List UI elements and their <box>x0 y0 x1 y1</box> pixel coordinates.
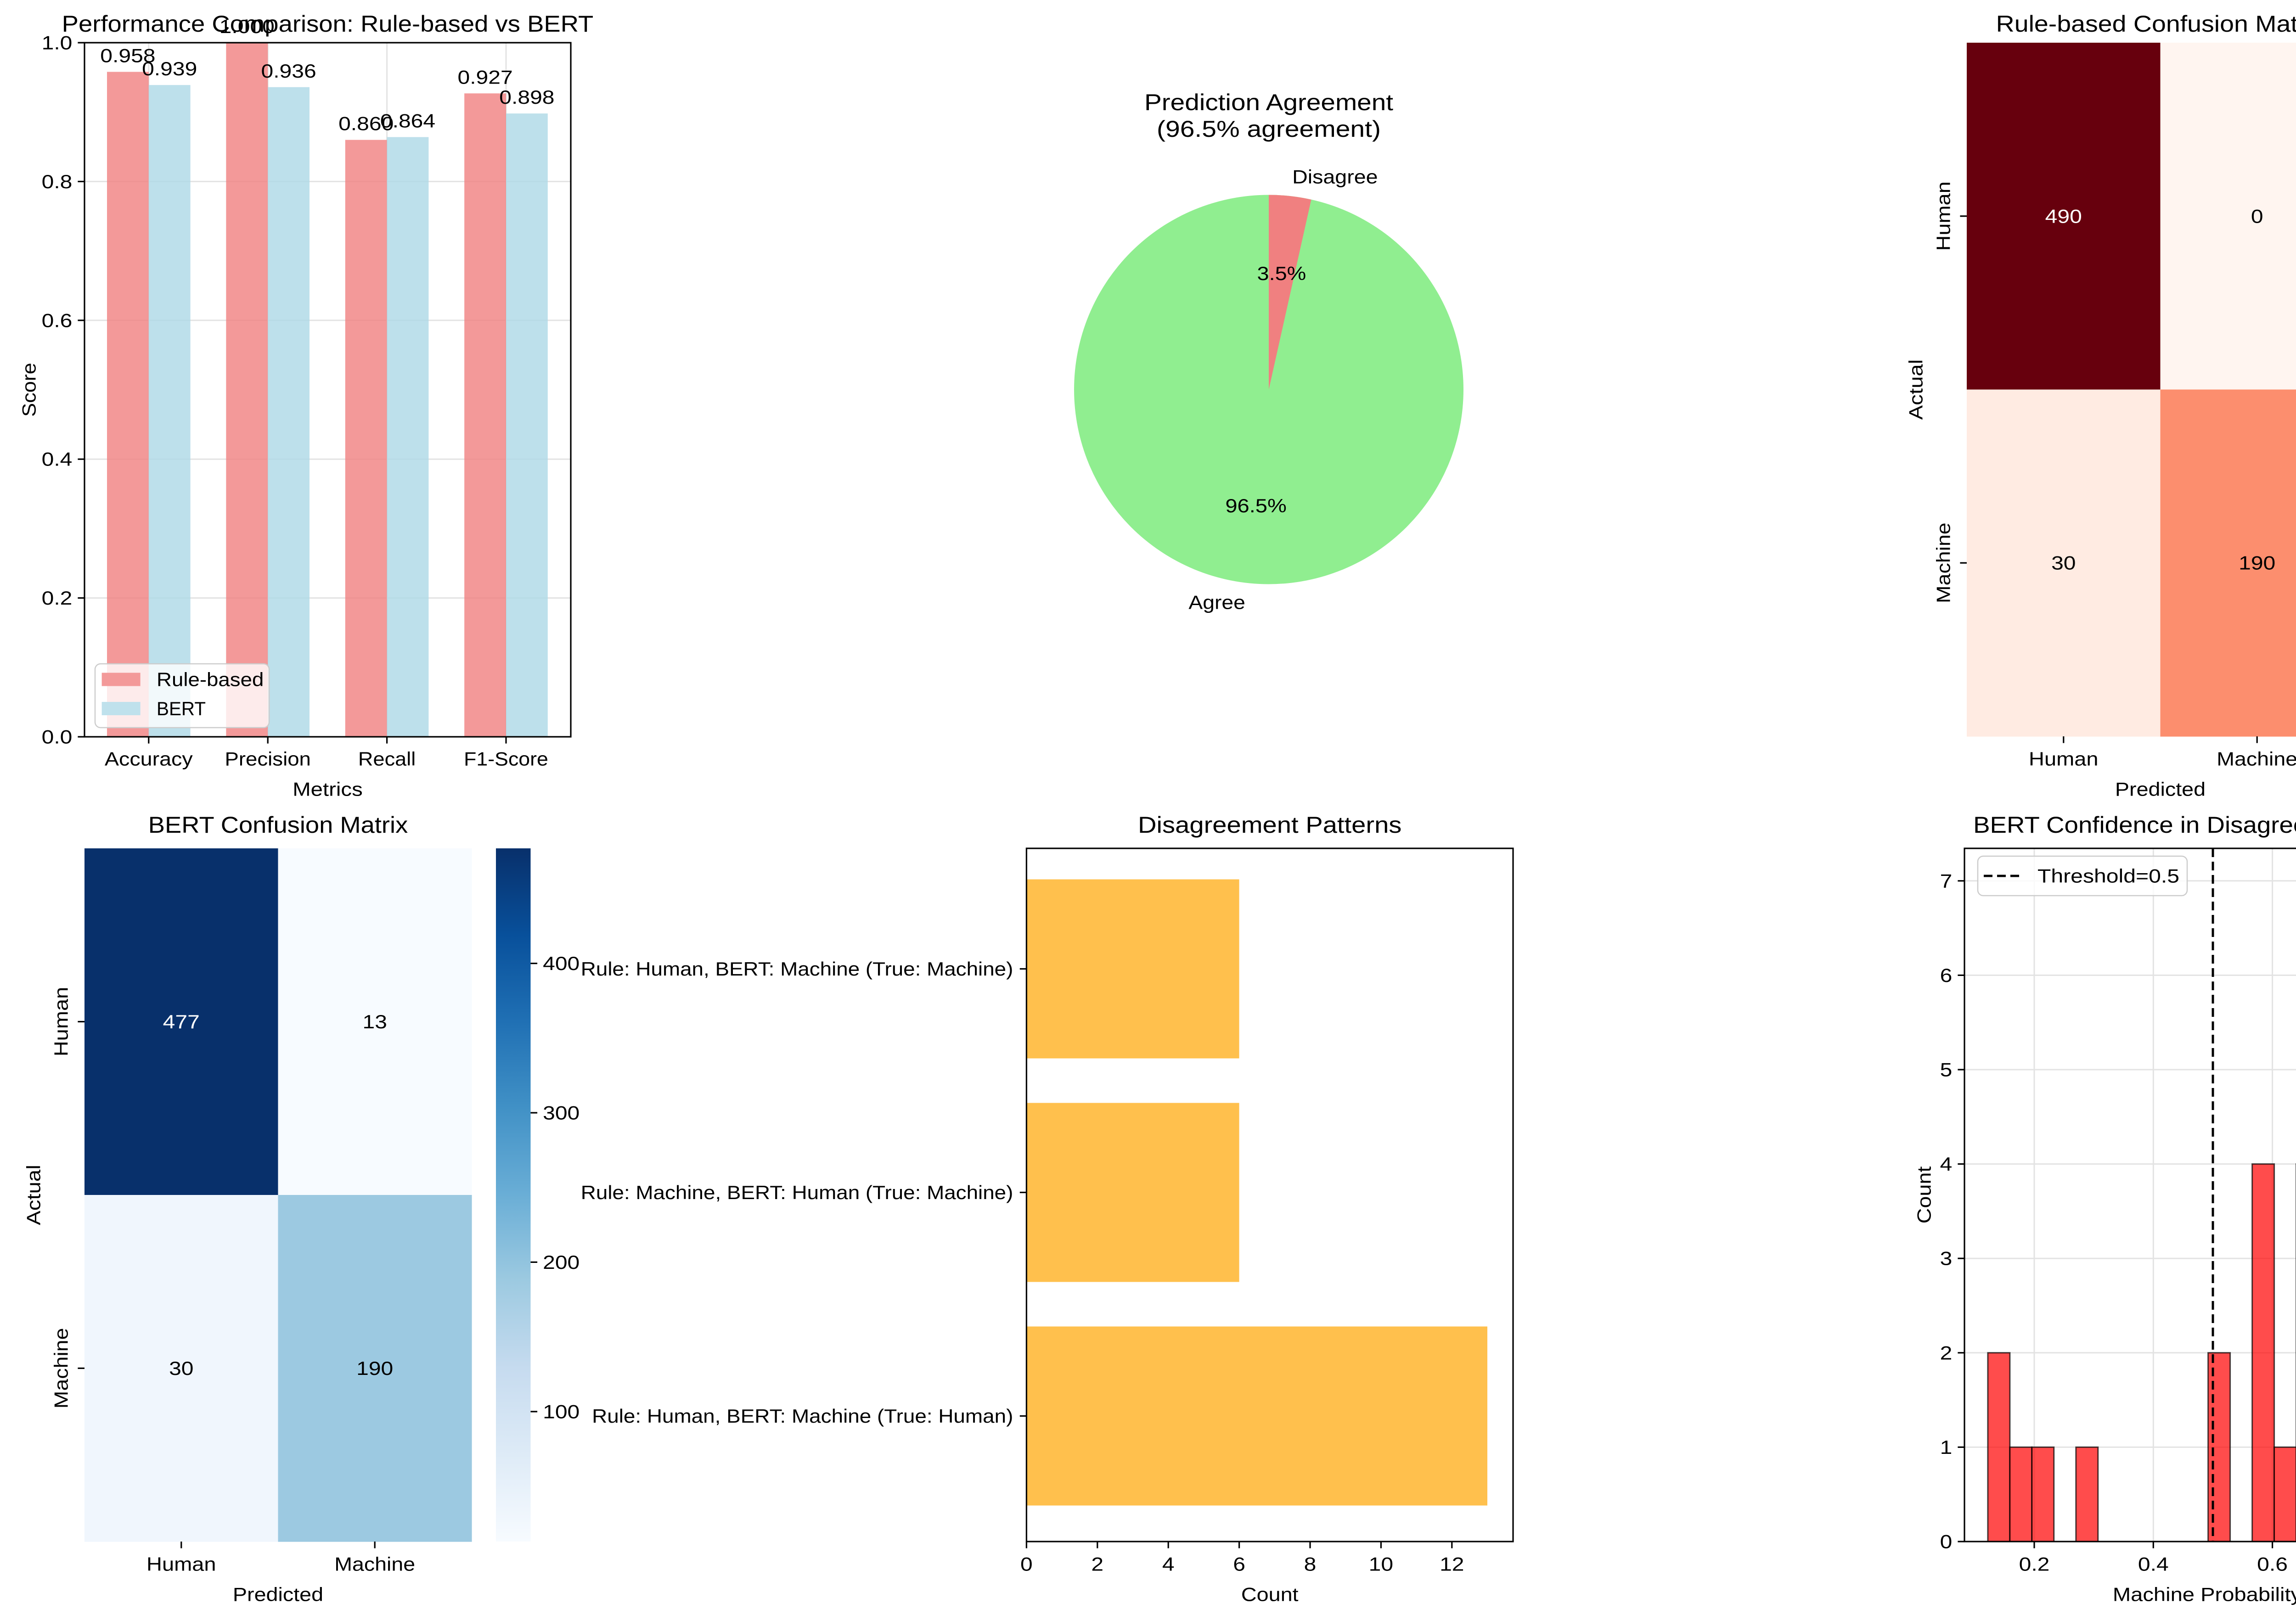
svg-text:Human: Human <box>2029 748 2099 770</box>
svg-text:200: 200 <box>543 1251 580 1273</box>
svg-text:400: 400 <box>543 953 580 974</box>
svg-text:Score: Score <box>18 363 40 417</box>
svg-text:Actual: Actual <box>1905 359 1927 420</box>
svg-text:Precision: Precision <box>225 748 311 770</box>
svg-text:F1-Score: F1-Score <box>464 748 548 770</box>
svg-text:Count: Count <box>1241 1584 1299 1605</box>
svg-text:3.5%: 3.5% <box>1257 263 1306 284</box>
svg-text:Machine: Machine <box>334 1553 415 1575</box>
svg-text:300: 300 <box>543 1102 580 1124</box>
svg-text:Machine: Machine <box>2217 748 2296 770</box>
svg-text:490: 490 <box>2045 205 2082 227</box>
svg-text:4: 4 <box>1162 1553 1175 1575</box>
svg-text:0.4: 0.4 <box>42 449 73 470</box>
svg-text:Metrics: Metrics <box>293 779 363 800</box>
svg-text:7: 7 <box>1940 870 1953 892</box>
svg-text:Prediction Agreement: Prediction Agreement <box>1144 90 1393 115</box>
svg-text:Human: Human <box>51 987 72 1057</box>
svg-text:6: 6 <box>1940 965 1953 986</box>
svg-text:Human: Human <box>1933 181 1954 251</box>
svg-text:4: 4 <box>1940 1153 1953 1175</box>
svg-text:Rule: Human, BERT: Machine (Tr: Rule: Human, BERT: Machine (True: Human) <box>592 1405 1013 1427</box>
svg-text:1.0: 1.0 <box>42 32 73 54</box>
svg-text:0.936: 0.936 <box>261 60 316 82</box>
svg-text:Threshold=0.5: Threshold=0.5 <box>2037 865 2179 887</box>
svg-text:0.958: 0.958 <box>100 45 155 67</box>
svg-text:8: 8 <box>1304 1553 1317 1575</box>
svg-text:477: 477 <box>163 1011 200 1032</box>
svg-text:0.898: 0.898 <box>499 86 554 108</box>
svg-text:0.2: 0.2 <box>42 587 73 609</box>
svg-text:BERT Confusion Matrix: BERT Confusion Matrix <box>148 812 408 838</box>
svg-text:0.8: 0.8 <box>42 171 73 192</box>
svg-text:0.0: 0.0 <box>42 726 73 748</box>
svg-text:Rule: Machine, BERT: Human (Tr: Rule: Machine, BERT: Human (True: Machin… <box>581 1182 1013 1203</box>
svg-text:Disagree: Disagree <box>1292 166 1378 187</box>
svg-text:190: 190 <box>356 1357 393 1379</box>
svg-text:Recall: Recall <box>358 748 416 770</box>
svg-text:Rule-based: Rule-based <box>157 669 264 690</box>
svg-text:2: 2 <box>1940 1342 1953 1363</box>
svg-text:Predicted: Predicted <box>2115 779 2206 800</box>
svg-text:Count: Count <box>1913 1166 1935 1223</box>
svg-text:Rule-based Confusion Matrix: Rule-based Confusion Matrix <box>1996 11 2296 37</box>
svg-text:0.864: 0.864 <box>380 110 435 132</box>
svg-text:0.860: 0.860 <box>338 113 394 135</box>
svg-text:Agree: Agree <box>1188 592 1245 613</box>
svg-text:0.939: 0.939 <box>142 58 197 79</box>
svg-text:Machine Probability: Machine Probability <box>2113 1584 2296 1605</box>
svg-text:Disagreement Patterns: Disagreement Patterns <box>1138 812 1401 838</box>
svg-text:190: 190 <box>2239 552 2275 574</box>
svg-text:0: 0 <box>2251 205 2263 227</box>
svg-text:6: 6 <box>1233 1553 1245 1575</box>
svg-text:Human: Human <box>146 1553 216 1575</box>
svg-text:5: 5 <box>1940 1059 1953 1081</box>
svg-text:Rule: Human, BERT: Machine (Tr: Rule: Human, BERT: Machine (True: Machin… <box>581 958 1013 980</box>
svg-text:30: 30 <box>2051 552 2076 574</box>
svg-text:BERT Confidence in Disagreemen: BERT Confidence in Disagreement Cases <box>1973 812 2296 838</box>
svg-text:0.6: 0.6 <box>2257 1553 2288 1575</box>
svg-text:Accuracy: Accuracy <box>105 748 193 770</box>
svg-text:13: 13 <box>363 1011 387 1032</box>
svg-text:3: 3 <box>1940 1248 1953 1269</box>
svg-text:30: 30 <box>169 1357 193 1379</box>
svg-text:1.000: 1.000 <box>219 16 275 37</box>
svg-text:Machine: Machine <box>1933 522 1954 603</box>
svg-text:10: 10 <box>1369 1553 1393 1575</box>
svg-text:1: 1 <box>1940 1436 1953 1458</box>
svg-text:0.6: 0.6 <box>42 309 73 331</box>
svg-text:0.2: 0.2 <box>2019 1553 2050 1575</box>
svg-text:0: 0 <box>1020 1553 1033 1575</box>
svg-text:12: 12 <box>1440 1553 1464 1575</box>
svg-text:BERT: BERT <box>157 698 206 719</box>
svg-text:2: 2 <box>1091 1553 1103 1575</box>
svg-text:96.5%: 96.5% <box>1225 495 1286 516</box>
svg-text:Performance Comparison: Rule-b: Performance Comparison: Rule-based vs BE… <box>62 11 594 37</box>
svg-text:Machine: Machine <box>51 1328 72 1409</box>
svg-text:Actual: Actual <box>23 1165 45 1225</box>
svg-text:Predicted: Predicted <box>233 1584 323 1605</box>
svg-text:0.927: 0.927 <box>458 66 513 88</box>
svg-text:(96.5% agreement): (96.5% agreement) <box>1157 116 1381 142</box>
svg-text:100: 100 <box>543 1401 580 1422</box>
svg-text:0: 0 <box>1940 1531 1953 1553</box>
svg-text:0.4: 0.4 <box>2138 1553 2169 1575</box>
